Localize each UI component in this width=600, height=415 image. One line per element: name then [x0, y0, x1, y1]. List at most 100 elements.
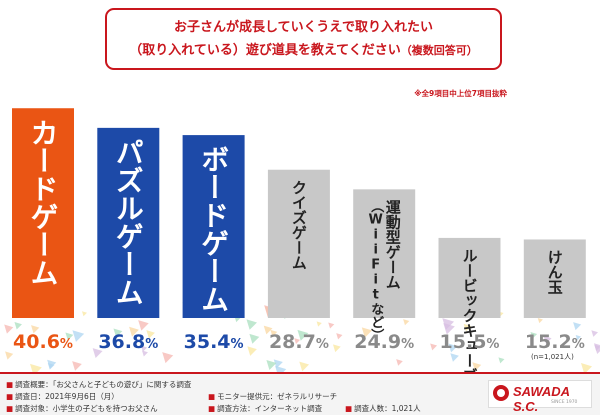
question-title-box: お子さんが成長していくうえで取り入れたい （取り入れている）遊び道具を教えてくだ…: [105, 8, 502, 70]
confetti-triangle: [249, 333, 260, 344]
confetti-triangle: [498, 357, 505, 364]
confetti-triangle: [591, 330, 598, 337]
footer-target-label: 調査対象：: [15, 404, 53, 413]
confetti-triangle: [31, 325, 40, 334]
footer-count-value: 1,021人: [391, 404, 421, 413]
confetti-triangle: [361, 327, 373, 338]
confetti-triangle: [65, 332, 74, 341]
confetti-triangle: [270, 329, 278, 337]
footer-count-label: 調査人数：: [354, 404, 392, 413]
footer-overview-value: 「お父さんと子どもの遊び」に関する調査: [52, 380, 192, 389]
confetti-triangle: [450, 353, 459, 362]
category-label-3: ボードゲーム: [197, 145, 230, 313]
confetti-triangle: [472, 362, 482, 372]
title-multiple-answer-note: （複数回答可）: [400, 44, 478, 57]
confetti-triangle: [573, 322, 582, 331]
confetti-triangle: [463, 323, 472, 332]
confetti-triangle: [316, 321, 322, 327]
value-label-1: 40.6%: [13, 331, 73, 353]
category-label-2: パズルゲーム: [112, 138, 145, 306]
category-label-4: クイズゲーム: [290, 180, 308, 270]
confetti-triangle: [294, 338, 301, 344]
footer-method-value: インターネット調査: [254, 404, 323, 413]
confetti-triangle: [246, 319, 257, 330]
value-label-4: 28.7%: [269, 331, 329, 353]
confetti-triangle: [142, 350, 148, 357]
confetti-triangle: [575, 334, 581, 341]
footer-monitor-value: ゼネラルリサーチ: [277, 392, 338, 401]
confetti-triangle: [299, 361, 310, 372]
footer-method-label: 調査方法：: [217, 404, 255, 413]
sample-size-note: (n=1,021人): [531, 353, 574, 361]
logo-mark-icon: [493, 385, 509, 401]
confetti-triangle: [4, 324, 14, 334]
title-line-2: （取り入れている）遊び道具を教えてください（複数回答可）: [117, 39, 490, 62]
excerpt-footnote: ※全9項目中上位7項目抜粋: [414, 89, 507, 98]
confetti-triangle: [14, 322, 22, 330]
footer-date-value: 2021年9月6日（月）: [45, 392, 119, 401]
footer-monitor: ■ モニター提供元：ゼネラルリサーチ: [208, 392, 338, 401]
footer-target-value: 小学生の子どもを持つお父さん: [52, 404, 158, 413]
bar-4: [267, 169, 330, 318]
bar-5: [353, 189, 416, 318]
bar-7: [523, 239, 586, 318]
confetti-triangle: [162, 352, 174, 364]
bar-6: [438, 237, 501, 318]
category-label-5-line-2: （WiiFitなど）: [368, 199, 385, 341]
title-line-2-text: （取り入れている）遊び道具を教えてください: [129, 43, 401, 58]
confetti-triangle: [263, 325, 273, 335]
logo-name: SAWADA S.C.: [513, 384, 570, 414]
footer-date: ■ 調査日：2021年9月6日（月）: [6, 392, 119, 401]
confetti-triangle: [594, 344, 600, 351]
confetti-triangle: [328, 322, 335, 329]
category-label-7: けん玉: [546, 249, 564, 294]
footer-method: ■ 調査方法：インターネット調査: [208, 404, 323, 413]
footer-count: ■ 調査人数：1,021人: [345, 404, 421, 413]
confetti-triangle: [129, 326, 139, 337]
confetti-triangle: [332, 344, 341, 353]
confetti-triangle: [138, 320, 149, 331]
confetti-triangle: [247, 346, 257, 356]
confetti-triangle: [403, 319, 410, 326]
confetti-triangle: [530, 332, 538, 339]
footer-overview-label: 調査概要：: [15, 380, 53, 389]
bar-1: [12, 108, 74, 318]
category-label-5-line-1: 運動型ゲーム: [384, 199, 402, 289]
confetti-triangle: [30, 363, 42, 372]
confetti-triangle: [537, 317, 543, 324]
confetti-triangle: [430, 343, 438, 351]
confetti-triangle: [581, 363, 593, 372]
bar-2: [97, 127, 160, 318]
category-label-6: ルービックキューブ: [461, 248, 479, 372]
footer-monitor-label: モニター提供元：: [217, 392, 278, 401]
confetti-triangle: [275, 365, 287, 372]
value-label-3: 35.4%: [184, 331, 244, 353]
confetti-triangle: [47, 362, 55, 370]
footer-target: ■ 調査対象：小学生の子どもを持つお父さん: [6, 404, 158, 413]
survey-footer: ■ 調査概要：「お父さんと子どもの遊び」に関する調査 ■ 調査日：2021年9月6日…: [0, 372, 600, 415]
title-line-1: お子さんが成長していくうえで取り入れたい: [174, 20, 433, 35]
bar-chart: カードゲーム 40.6% パズルゲーム 36.8% ボードゲーム 35.4% クイズゲーム 2…: [12, 108, 586, 372]
confetti-triangle: [336, 333, 343, 340]
value-label-6: 15.5%: [440, 331, 500, 353]
footer-overview: ■ 調査概要：「お父さんと子どもの遊び」に関する調査: [6, 380, 192, 389]
confetti-triangle: [72, 330, 85, 342]
value-label-2: 36.8%: [98, 331, 158, 353]
bar-3: [182, 135, 245, 318]
logo-since: SINCE 1970: [551, 400, 578, 405]
confetti-triangle: [141, 345, 148, 352]
confetti-triangle: [92, 348, 103, 358]
confetti-triangle: [266, 360, 277, 371]
confetti-triangle: [81, 311, 87, 317]
confetti-triangle: [543, 335, 552, 344]
confetti-triangle: [396, 359, 403, 366]
value-label-7: 15.2%: [525, 331, 585, 353]
confetti-triangle: [72, 361, 82, 371]
value-label-5: 24.9%: [354, 331, 414, 353]
confetti-triangle: [113, 328, 123, 338]
confetti-triangle: [297, 329, 309, 341]
footer-date-label: 調査日：: [15, 392, 46, 401]
confetti-triangle: [443, 322, 455, 335]
confetti-triangle: [146, 330, 155, 339]
category-label-1: カードゲーム: [27, 118, 60, 286]
